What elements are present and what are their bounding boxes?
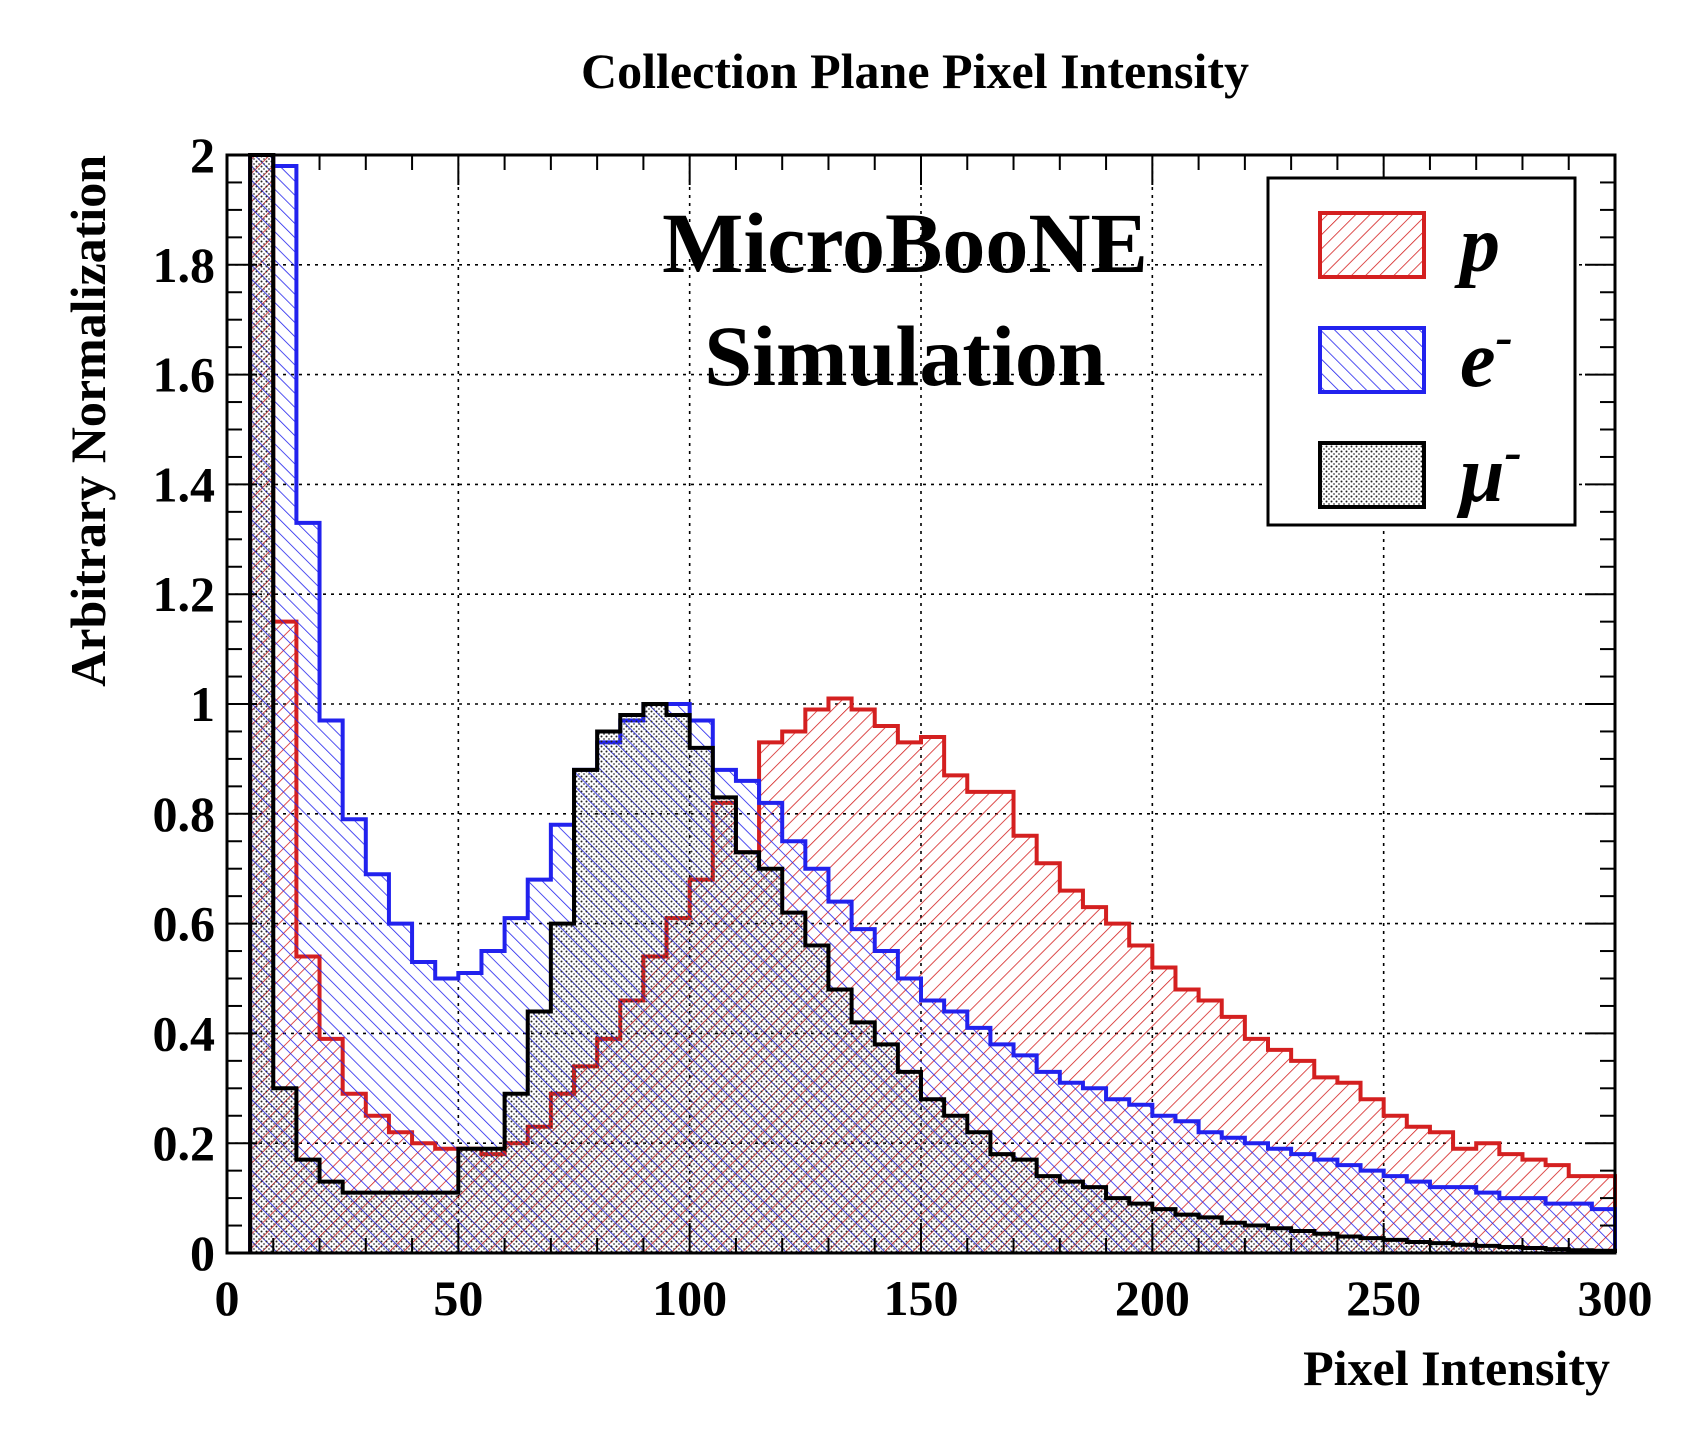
y-tick-label: 1.8 <box>153 237 216 293</box>
y-tick-label: 1 <box>190 676 215 732</box>
y-tick-label: 0.6 <box>153 896 216 952</box>
y-tick-label: 0.2 <box>153 1115 216 1171</box>
series-line-e- <box>248 153 1617 1253</box>
x-tick-label: 250 <box>1346 1270 1421 1326</box>
x-axis-ticks: 0 50 100 150 200 250 300 <box>215 155 1653 1326</box>
legend: p e-μ- <box>1266 176 1577 527</box>
legend-label-e-: e- <box>1460 309 1513 404</box>
x-tick-label: 50 <box>433 1270 483 1326</box>
series-line-mu- <box>248 153 1617 1253</box>
y-axis-ticks: 0 0.2 0.4 0.6 0.8 1 1.2 1.4 1.6 1.8 2 <box>153 127 1615 1281</box>
x-tick-label: 150 <box>884 1270 959 1326</box>
chart-title: Collection Plane Pixel Intensity <box>581 43 1249 99</box>
legend-swatch-e- <box>1318 326 1426 394</box>
x-tick-label: 100 <box>652 1270 727 1326</box>
legend-label-mu-: μ- <box>1456 424 1522 519</box>
x-axis-label: Pixel Intensity <box>1303 1340 1610 1396</box>
y-tick-label: 0.8 <box>153 786 216 842</box>
y-axis-label: Arbitrary Normalization <box>60 155 116 687</box>
y-tick-label: 0.4 <box>153 1005 216 1061</box>
y-tick-label: 1.4 <box>153 456 216 512</box>
y-tick-label: 1.6 <box>153 347 216 403</box>
x-tick-label: 0 <box>215 1270 240 1326</box>
legend-label-p: p <box>1454 201 1500 289</box>
y-tick-label: 1.2 <box>153 566 216 622</box>
legend-swatch-p <box>1318 211 1426 279</box>
annotation-line-1: MicroBooNE <box>662 195 1148 291</box>
y-tick-label: 0 <box>190 1225 215 1281</box>
annotation-line-2: Simulation <box>704 308 1105 404</box>
x-tick-label: 200 <box>1115 1270 1190 1326</box>
series-fill-mu- <box>250 155 1616 1253</box>
y-tick-label: 2 <box>190 127 215 183</box>
x-tick-label: 300 <box>1578 1270 1653 1326</box>
legend-swatch-mu- <box>1318 441 1426 509</box>
histogram-series <box>248 153 1617 1253</box>
